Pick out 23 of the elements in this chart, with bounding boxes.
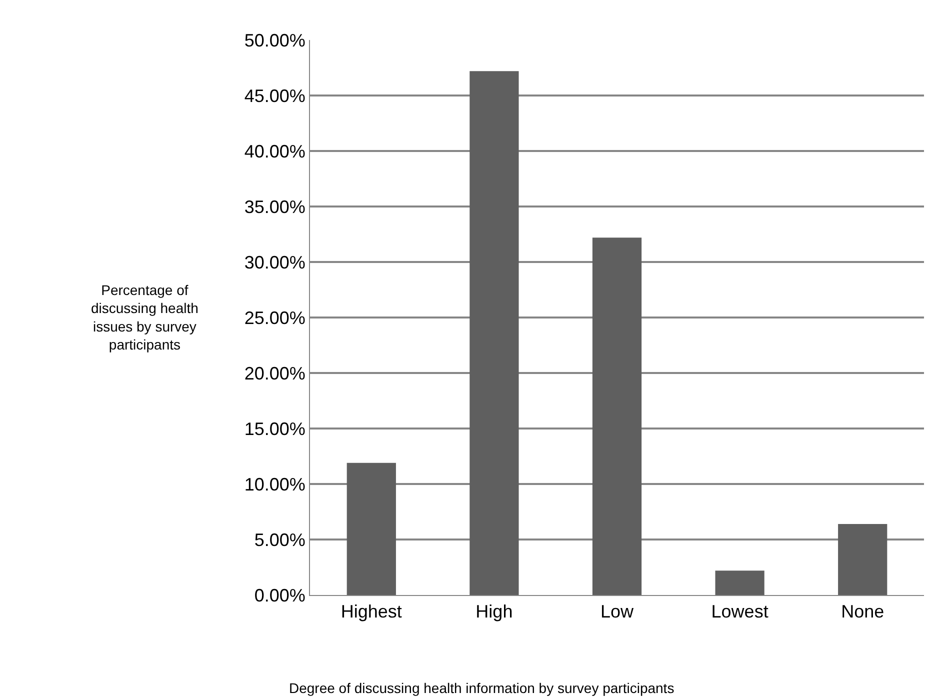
x-tick-label: Highest — [340, 602, 402, 622]
bar — [346, 462, 396, 595]
y-tick-label: 5.00% — [254, 530, 306, 550]
bar — [838, 524, 888, 595]
bar — [715, 570, 764, 595]
y-tick-label: 50.00% — [244, 30, 306, 50]
y-tick-label: 45.00% — [244, 86, 306, 106]
y-tick-label: 35.00% — [244, 196, 306, 217]
bar — [592, 238, 642, 595]
bar — [470, 71, 519, 595]
x-tick-label: None — [841, 602, 884, 622]
y-tick-label: 40.00% — [244, 141, 306, 162]
y-tick-label: 20.00% — [244, 363, 306, 384]
x-tick-label: Lowest — [711, 602, 768, 622]
x-axis-title: Degree of discussing health information by survey participants — [289, 680, 674, 696]
x-tick-label: Low — [600, 602, 635, 622]
y-axis-title: Percentage of discussing health issues by survey participants — [91, 282, 198, 353]
y-tick-label: 15.00% — [244, 418, 306, 439]
y-tick-label: 10.00% — [244, 474, 306, 494]
x-tick-label: High — [476, 602, 513, 622]
y-tick-label: 30.00% — [244, 252, 306, 272]
y-tick-label: 25.00% — [244, 308, 306, 328]
y-tick-label: 0.00% — [254, 585, 306, 606]
